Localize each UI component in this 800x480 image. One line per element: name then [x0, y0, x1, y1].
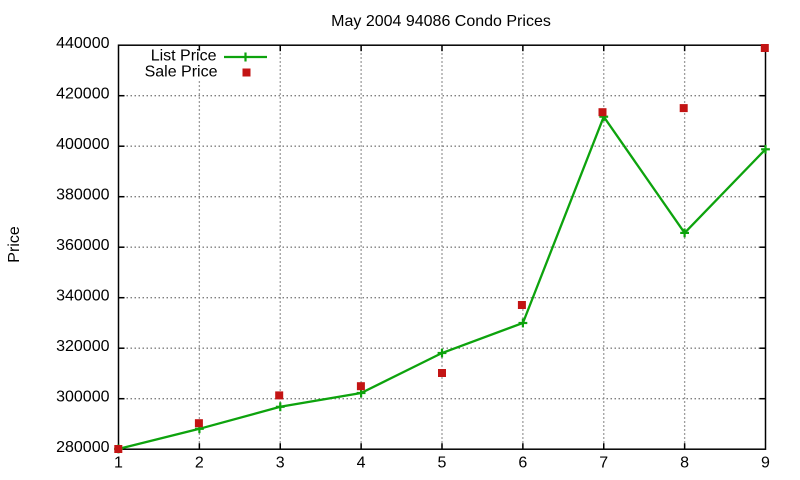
svg-text:320000: 320000	[56, 338, 109, 355]
svg-text:380000: 380000	[56, 187, 109, 204]
svg-text:List Price: List Price	[151, 47, 217, 64]
svg-text:6: 6	[518, 455, 527, 472]
svg-text:5: 5	[438, 455, 447, 472]
svg-text:7: 7	[599, 455, 608, 472]
svg-text:300000: 300000	[56, 389, 109, 406]
svg-text:May 2004 94086 Condo Prices: May 2004 94086 Condo Prices	[331, 13, 551, 30]
svg-text:440000: 440000	[56, 35, 109, 52]
svg-text:Sale Price: Sale Price	[145, 63, 218, 80]
svg-text:340000: 340000	[56, 288, 109, 305]
svg-text:Price: Price	[6, 226, 23, 263]
svg-text:2: 2	[195, 455, 204, 472]
svg-text:420000: 420000	[56, 86, 109, 103]
svg-text:8: 8	[680, 455, 689, 472]
svg-text:360000: 360000	[56, 237, 109, 254]
svg-text:9: 9	[761, 455, 770, 472]
svg-text:3: 3	[276, 455, 285, 472]
svg-text:4: 4	[357, 455, 366, 472]
svg-text:400000: 400000	[56, 136, 109, 153]
svg-text:280000: 280000	[56, 439, 109, 456]
svg-text:1: 1	[114, 455, 123, 472]
